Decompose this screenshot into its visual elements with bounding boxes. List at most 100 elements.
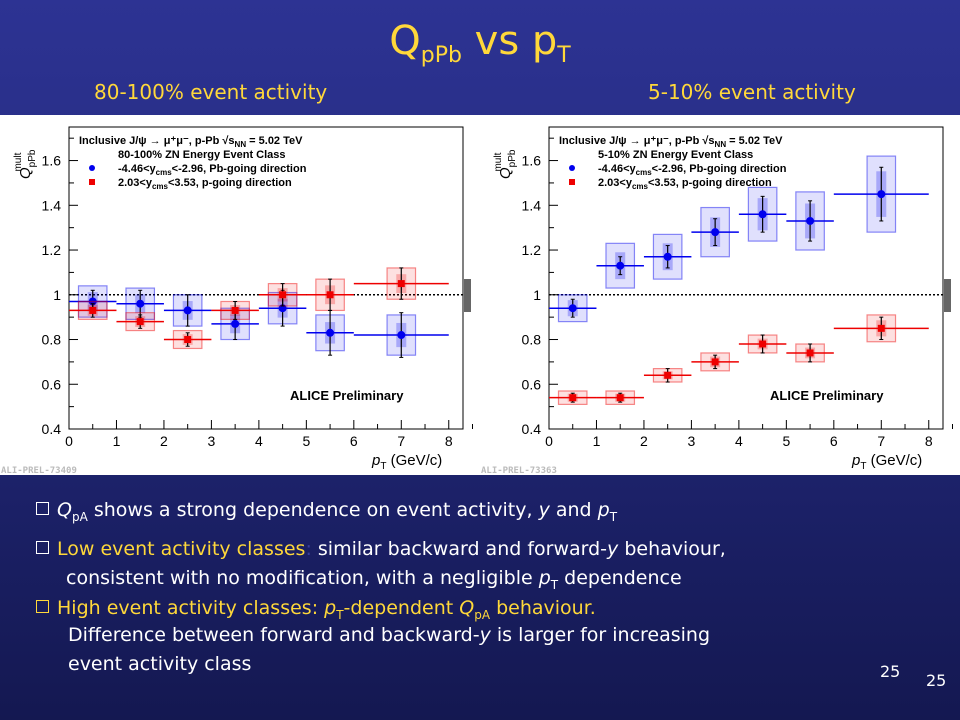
alice-preliminary-label: ALICE Preliminary [290, 388, 404, 403]
x-tick-label: 1 [113, 433, 121, 449]
marker [569, 394, 577, 402]
red-data-point [258, 282, 307, 307]
marker [326, 291, 334, 299]
red-data-point [549, 390, 597, 405]
x-tick-label: 5 [782, 433, 790, 449]
marker [89, 306, 97, 314]
marker [397, 331, 406, 340]
x-axis-label: pT (GeV/c) [851, 452, 922, 472]
x-tick-label: 6 [350, 433, 358, 449]
x-tick-label: 4 [735, 433, 743, 449]
red-data-point [786, 343, 834, 363]
marker [616, 261, 625, 270]
x-tick-label: 3 [208, 433, 216, 449]
subtitle-left: 80-100% event activity [94, 80, 328, 104]
figure-id: ALI-PREL-73409 [1, 466, 77, 475]
plot-frame [548, 126, 944, 430]
x-tick-label: 4 [255, 433, 263, 449]
legend-title: Inclusive J/ψ → μ⁺μ⁻, p-Pb √sNN = 5.02 T… [79, 135, 303, 149]
marker [183, 306, 192, 315]
x-tick-label: 5 [302, 433, 310, 449]
x-tick-label: 3 [688, 433, 696, 449]
y-tick-label: 1.4 [522, 197, 542, 213]
page-number: 25 [880, 662, 901, 681]
red-data-point [596, 390, 644, 405]
x-tick-label: 7 [397, 433, 405, 449]
marker [664, 371, 672, 379]
side-tab [464, 279, 471, 312]
blue-data-point [306, 309, 354, 356]
y-tick-label: 1.6 [42, 153, 62, 169]
red-data-point [643, 368, 692, 383]
x-tick-label: 7 [877, 433, 885, 449]
blue-data-point [643, 233, 692, 280]
marker [326, 328, 335, 337]
marker [663, 252, 672, 261]
marker [877, 190, 886, 199]
blue-data-point [833, 155, 929, 233]
legend-marker [569, 179, 575, 185]
y-tick-label: 0.8 [42, 332, 62, 348]
red-data-point [691, 352, 739, 372]
page-number-copy: 25 [926, 671, 947, 690]
side-tab [944, 279, 951, 312]
marker [877, 324, 885, 332]
legend-marker [89, 165, 95, 171]
y-tick-label: 0.6 [522, 376, 542, 392]
y-tick-label: 1.2 [522, 242, 542, 258]
alice-preliminary-label: ALICE Preliminary [770, 388, 884, 403]
marker [806, 349, 814, 357]
blue-data-point [786, 191, 834, 251]
y-tick-label: 0.4 [42, 421, 62, 437]
blue-data-point [353, 312, 449, 358]
bullet-box-icon [36, 600, 49, 613]
y-tick-label: 0.8 [522, 332, 542, 348]
marker [616, 394, 624, 402]
legend-event-class: 80-100% ZN Energy Event Class [118, 149, 286, 161]
blue-data-point [116, 287, 164, 320]
red-data-point [69, 300, 117, 320]
bullet-3-line-2: Difference between forward and backward-… [68, 624, 711, 646]
y-tick-label: 1.4 [42, 197, 62, 213]
y-tick-label: 0.6 [42, 376, 62, 392]
x-tick-label: 1 [593, 433, 601, 449]
y-tick-label: 1.2 [42, 242, 62, 258]
blue-data-point [738, 186, 787, 242]
legend-label: -4.46<ycms<-2.96, Pb-going direction [118, 163, 307, 177]
bullet-box-icon [36, 541, 49, 554]
y-tick-label: 1 [53, 287, 61, 303]
marker [711, 358, 719, 366]
plot-frame [68, 126, 464, 430]
legend-event-class: 5-10% ZN Energy Event Class [598, 149, 753, 161]
blue-data-point [549, 294, 597, 323]
x-axis-label: pT (GeV/c) [371, 452, 442, 472]
bullet-box-icon [36, 502, 49, 515]
red-data-point [116, 312, 164, 332]
bullet-1: QpA shows a strong dependence on event a… [36, 499, 617, 524]
marker [136, 318, 144, 326]
y-axis-label: QpPbmult [493, 149, 518, 179]
legend-label: -4.46<ycms<-2.96, Pb-going direction [598, 163, 787, 177]
marker [231, 306, 239, 314]
legend-title: Inclusive J/ψ → μ⁺μ⁻, p-Pb √sNN = 5.02 T… [559, 135, 783, 149]
marker [568, 304, 577, 313]
x-tick-label: 8 [445, 433, 453, 449]
red-data-point [211, 300, 259, 320]
y-axis-label: QpPbmult [13, 149, 38, 179]
x-tick-label: 0 [545, 433, 553, 449]
legend-label: 2.03<ycms<3.53, p-going direction [118, 177, 292, 191]
bullet-2-line-2: consistent with no modification, with a … [66, 567, 682, 592]
y-tick-label: 1.6 [522, 153, 542, 169]
x-tick-label: 8 [925, 433, 933, 449]
red-data-point [163, 329, 212, 350]
marker [397, 280, 405, 288]
marker [136, 299, 145, 308]
marker [759, 340, 767, 348]
red-data-point [833, 314, 929, 343]
legend-marker [89, 179, 95, 185]
y-tick-label: 0.4 [522, 421, 542, 437]
legend-label: 2.03<ycms<3.53, p-going direction [598, 177, 772, 191]
